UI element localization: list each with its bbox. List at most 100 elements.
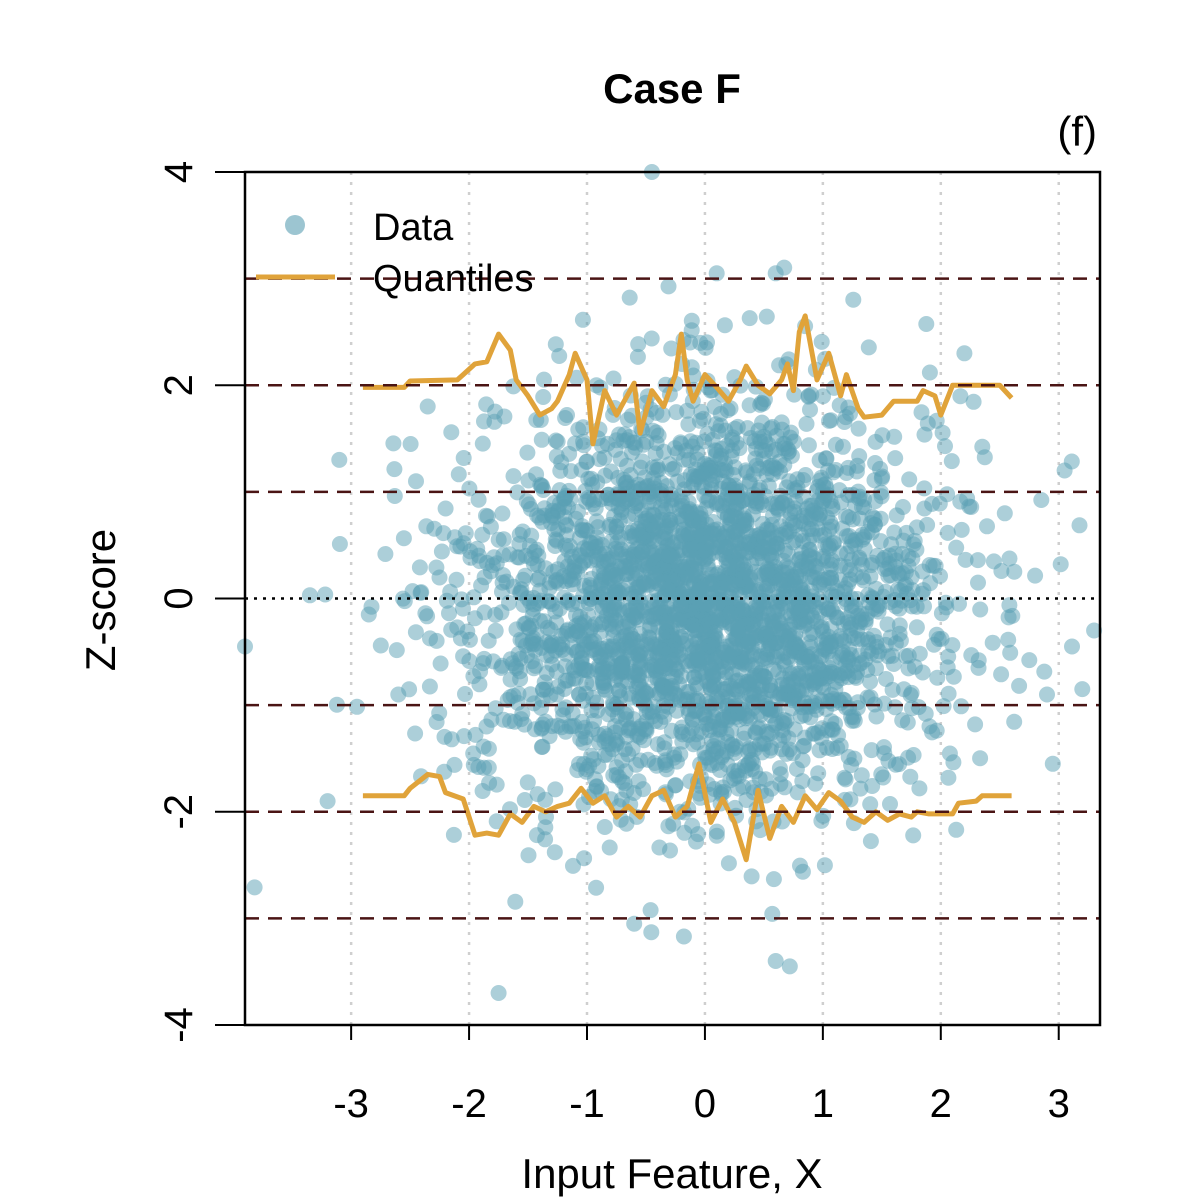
data-point [791,670,808,687]
data-point [523,617,540,634]
data-point [661,568,678,585]
data-point [813,618,830,635]
data-point [473,577,490,594]
data-point [520,472,537,489]
data-point [800,437,817,454]
data-point [860,643,877,659]
data-point [548,448,565,465]
data-point [970,574,986,591]
data-point [887,450,904,467]
data-point [667,777,684,794]
data-point [777,633,794,650]
data-point [809,520,826,537]
data-point [730,780,747,797]
data-point [963,647,980,664]
data-point [372,637,389,654]
data-point [675,597,692,614]
data-point [557,410,574,426]
data-point [1064,638,1080,655]
data-point [706,398,723,415]
data-point [836,769,853,786]
data-point [884,681,901,698]
data-point [911,780,928,797]
data-point [764,508,781,524]
data-point [537,831,554,848]
data-point [574,522,591,539]
data-point [471,676,488,693]
data-point [916,598,932,615]
data-point [709,593,726,610]
data-point [902,687,919,704]
legend-quantiles-label: Quantiles [373,258,534,300]
data-point [479,508,496,525]
data-point [822,570,839,587]
data-point [755,593,772,610]
data-point [388,642,405,659]
data-point [457,686,473,702]
data-point [952,388,969,405]
data-point [568,369,585,386]
data-point [891,625,908,642]
data-point [827,588,844,605]
data-point [905,747,922,763]
data-point [865,627,882,644]
data-point [502,801,518,818]
data-point [687,461,704,478]
data-point [815,388,831,405]
data-point [702,679,719,696]
data-point [868,708,885,725]
data-point [428,714,445,730]
data-point [706,781,723,797]
data-point [600,553,617,570]
data-point [894,712,911,729]
data-point [862,796,879,813]
data-point [929,669,946,686]
data-point [488,813,505,830]
data-point [617,706,633,723]
data-point [1074,681,1091,698]
data-point [601,839,618,856]
data-point [652,672,669,688]
data-point [783,447,800,464]
data-point [626,915,643,932]
data-point [407,725,424,742]
data-point [586,713,603,729]
data-point [655,443,672,460]
data-point [863,557,880,574]
data-point [407,624,424,641]
data-point [746,433,763,450]
data-point [558,517,575,534]
data-point [536,371,552,388]
data-point [543,515,560,532]
data-point [755,735,772,752]
data-point [431,569,448,586]
data-point [672,508,689,524]
data-point [482,563,499,580]
data-point [331,536,348,552]
data-point [606,601,623,618]
data-point [854,526,871,543]
data-point [1002,644,1019,661]
data-point [952,493,969,510]
data-point [496,408,513,425]
data-point [905,827,922,844]
data-point [853,767,870,784]
data-point [863,742,880,759]
data-point [319,793,336,810]
legend-data-marker [285,215,305,235]
data-point [649,592,666,609]
data-point [796,617,813,634]
data-point [721,709,738,726]
data-point [535,389,552,405]
data-point [493,604,510,621]
data-point [574,311,591,328]
data-point [1000,631,1017,648]
data-point [937,438,953,455]
data-point [507,893,524,910]
data-point [637,557,654,574]
data-point [754,539,771,556]
data-point [544,656,561,673]
data-point [708,446,724,463]
data-point [895,499,911,515]
data-point [695,617,712,634]
